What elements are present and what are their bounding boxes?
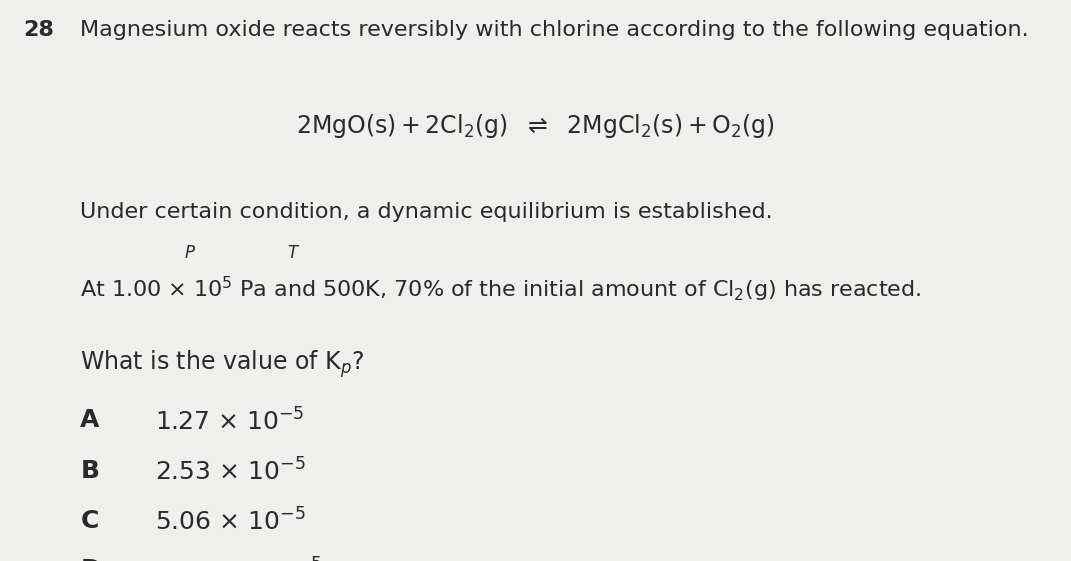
Text: At 1.00 $\times$ 10$^5$ Pa and 500K, 70% of the initial amount of Cl$_2$(g) has : At 1.00 $\times$ 10$^5$ Pa and 500K, 70%… bbox=[80, 275, 922, 304]
Text: C: C bbox=[80, 509, 99, 533]
Text: A: A bbox=[80, 408, 100, 433]
Text: T: T bbox=[287, 244, 297, 262]
Text: $\mathregular{2MgO(s) + 2Cl_2(g)}$  $\rightleftharpoons$  $\mathregular{2MgCl_2(: $\mathregular{2MgO(s) + 2Cl_2(g)}$ $\rig… bbox=[296, 112, 775, 140]
Text: P: P bbox=[184, 244, 194, 262]
Text: 28: 28 bbox=[24, 20, 55, 40]
Text: 2.53 $\times$ 10$^{-5}$: 2.53 $\times$ 10$^{-5}$ bbox=[155, 459, 306, 486]
Text: Under certain condition, a dynamic equilibrium is established.: Under certain condition, a dynamic equil… bbox=[80, 202, 773, 222]
Text: Magnesium oxide reacts reversibly with chlorine according to the following equat: Magnesium oxide reacts reversibly with c… bbox=[80, 20, 1029, 40]
Text: 1.27 $\times$ 10$^{-5}$: 1.27 $\times$ 10$^{-5}$ bbox=[155, 408, 304, 435]
Text: 5.06 $\times$ 10$^{-5}$: 5.06 $\times$ 10$^{-5}$ bbox=[155, 509, 306, 536]
Text: B: B bbox=[80, 459, 100, 483]
Text: D: D bbox=[80, 558, 101, 561]
Text: What is the value of K$_p$?: What is the value of K$_p$? bbox=[80, 348, 365, 380]
Text: 10.12 $\times$ 10$^{-5}$: 10.12 $\times$ 10$^{-5}$ bbox=[155, 558, 322, 561]
